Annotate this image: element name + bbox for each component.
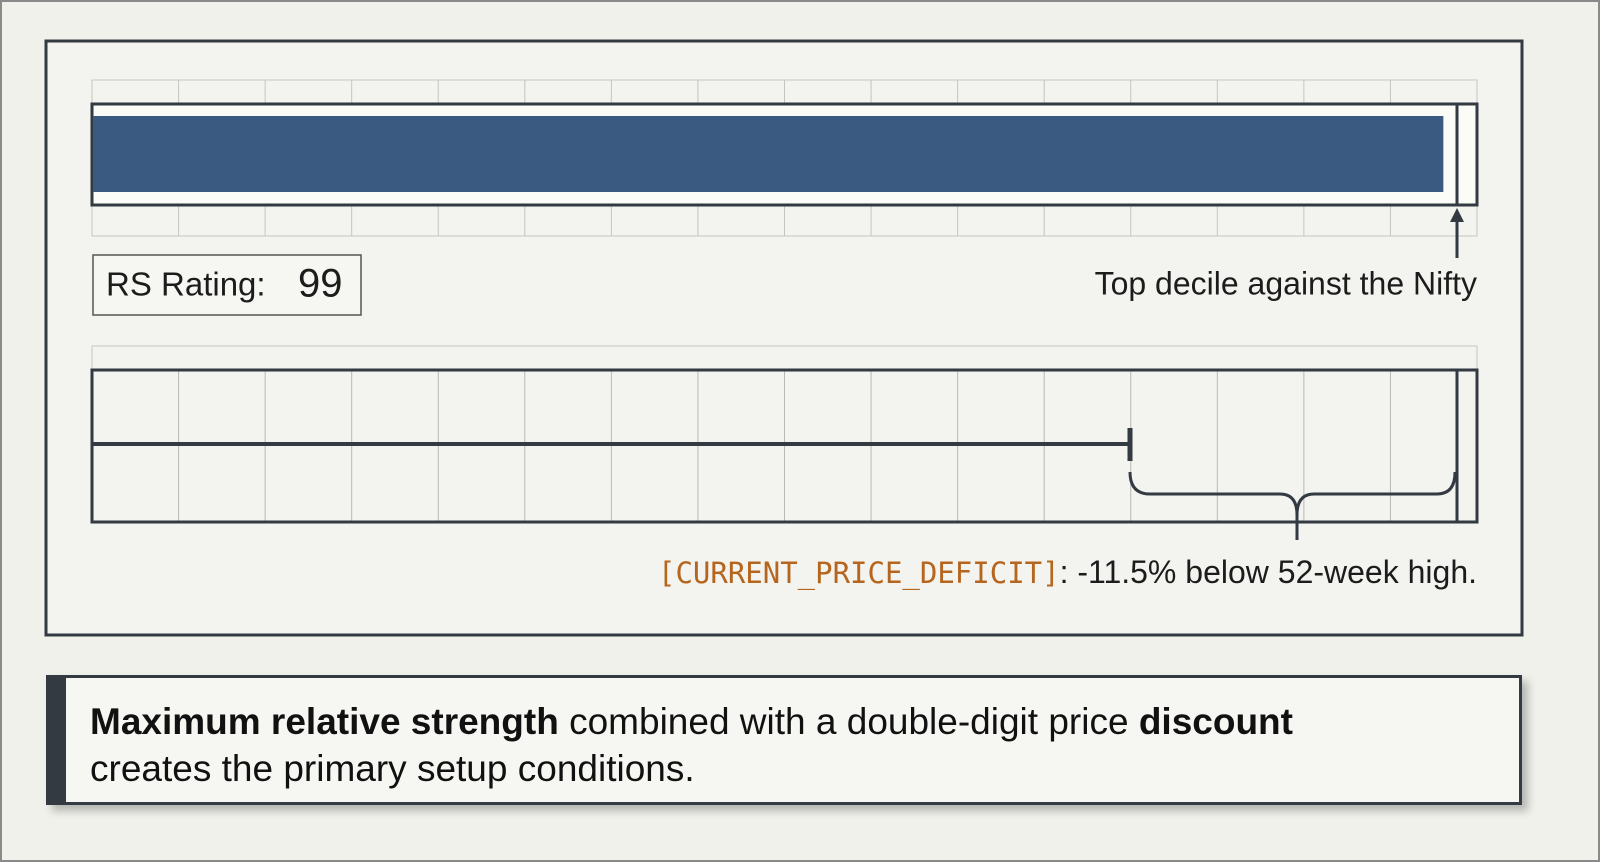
rs-label-box	[92, 254, 362, 316]
callout-text: combined with a double-digit price	[558, 701, 1139, 742]
rs-label: RS Rating:	[106, 266, 266, 303]
rs-value: 99	[298, 262, 343, 306]
callout-line: Maximum relative strength combined with …	[90, 698, 1519, 745]
rs-annotation: Top decile against the Nifty	[1095, 265, 1477, 301]
callout-emphasis: Maximum relative strength	[90, 701, 559, 742]
callout-text: creates the primary setup conditions.	[90, 748, 695, 789]
callout-line: creates the primary setup conditions.	[90, 745, 1519, 792]
deficit-brace	[1128, 471, 1457, 540]
callout-emphasis: discount	[1138, 701, 1293, 742]
rs-bar	[93, 116, 1444, 192]
callout: Maximum relative strength combined with …	[46, 675, 1522, 805]
arrow-head	[1450, 208, 1464, 222]
deficit-caption: [CURRENT_PRICE_DEFICIT]: -11.5% below 52…	[658, 554, 1477, 591]
deficit-text: : -11.5% below 52-week high.	[1060, 554, 1477, 590]
deficit-tag: [CURRENT_PRICE_DEFICIT]	[658, 556, 1060, 591]
